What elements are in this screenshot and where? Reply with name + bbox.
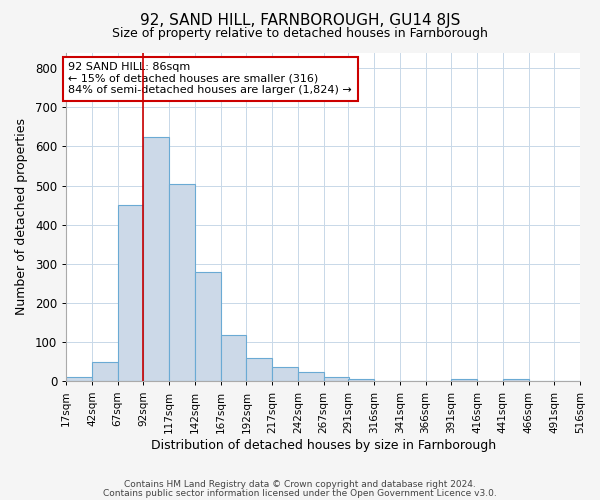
Bar xyxy=(118,205,143,382)
Bar xyxy=(195,272,221,382)
Bar xyxy=(298,372,323,382)
Text: Contains HM Land Registry data © Crown copyright and database right 2024.: Contains HM Land Registry data © Crown c… xyxy=(124,480,476,489)
Bar xyxy=(143,136,169,382)
Bar xyxy=(272,367,298,382)
Text: 92 SAND HILL: 86sqm
← 15% of detached houses are smaller (316)
84% of semi-detac: 92 SAND HILL: 86sqm ← 15% of detached ho… xyxy=(68,62,352,96)
Bar xyxy=(221,335,247,382)
Text: Size of property relative to detached houses in Farnborough: Size of property relative to detached ho… xyxy=(112,28,488,40)
Bar xyxy=(169,184,195,382)
Bar xyxy=(66,378,92,382)
Bar xyxy=(451,380,477,382)
Text: Contains public sector information licensed under the Open Government Licence v3: Contains public sector information licen… xyxy=(103,488,497,498)
Bar xyxy=(349,378,374,382)
Bar xyxy=(503,380,529,382)
X-axis label: Distribution of detached houses by size in Farnborough: Distribution of detached houses by size … xyxy=(151,440,496,452)
Text: 92, SAND HILL, FARNBOROUGH, GU14 8JS: 92, SAND HILL, FARNBOROUGH, GU14 8JS xyxy=(140,12,460,28)
Y-axis label: Number of detached properties: Number of detached properties xyxy=(15,118,28,316)
Bar xyxy=(323,378,349,382)
Bar xyxy=(247,358,272,382)
Bar xyxy=(92,362,118,382)
